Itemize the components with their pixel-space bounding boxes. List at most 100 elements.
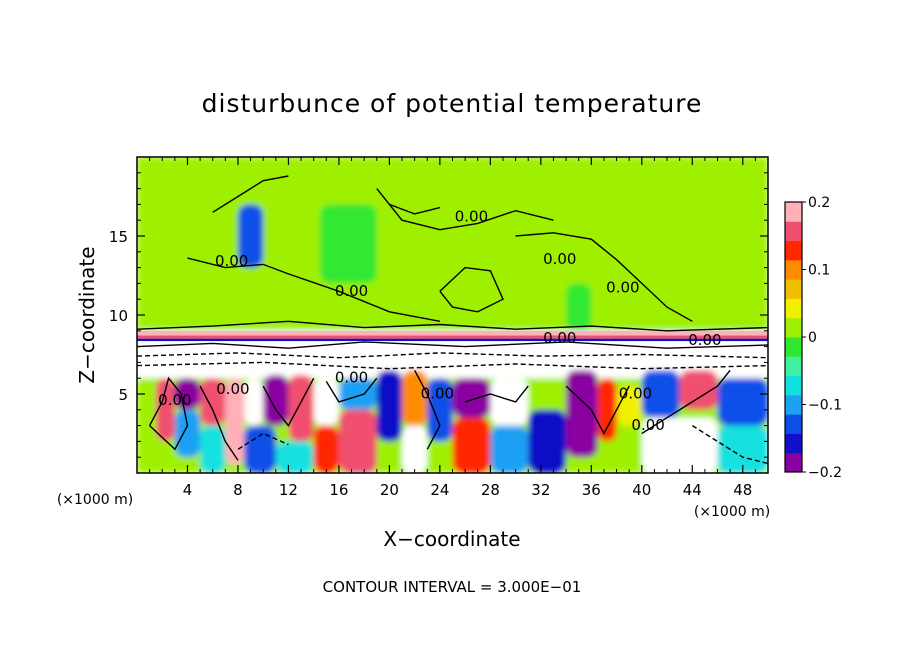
x-tick-label: 36 xyxy=(582,481,601,499)
heatmap-cell xyxy=(237,204,264,268)
contour-labels: 0.00 0.00 0.00 0.00 0.00 0.00 0.00 0.00 0.00 0.00… xyxy=(158,208,721,435)
heatmap-cell xyxy=(338,409,377,473)
x-unit-left: (×1000 m) xyxy=(57,492,133,508)
colorbar-swatch xyxy=(785,394,802,415)
heatmap-cell xyxy=(275,441,314,473)
y-tick-label: 10 xyxy=(109,307,128,325)
chart-title: disturbunce of potential temperature xyxy=(202,89,703,118)
contour-label: 0.00 xyxy=(216,380,249,398)
colorbar-tick-label: −0.1 xyxy=(808,398,842,414)
contour-line xyxy=(148,376,189,451)
x-tick-label: 12 xyxy=(279,481,298,499)
contour-line xyxy=(641,369,731,435)
plot-area: 0.00 0.00 0.00 0.00 0.00 0.00 0.00 0.00 0.00 0.00… xyxy=(137,157,768,473)
colorbar-swatch xyxy=(785,221,802,242)
heatmap-cell xyxy=(679,370,718,410)
contour-interval: CONTOUR INTERVAL = 3.000E−01 xyxy=(323,578,582,596)
x-tick-label: 28 xyxy=(481,481,500,499)
x-unit-right: (×1000 m) xyxy=(694,504,770,520)
heatmap-cell xyxy=(174,409,201,458)
contour-line xyxy=(137,341,768,349)
heatmap-cell xyxy=(528,378,567,410)
y-tick-label: 5 xyxy=(118,386,128,404)
heatmap-cell xyxy=(490,378,529,426)
colorbar-swatch xyxy=(785,433,802,454)
heatmap-cell xyxy=(402,425,428,473)
heatmap-cell xyxy=(313,378,339,426)
heatmap-cell xyxy=(597,378,617,442)
contour-line xyxy=(691,425,768,465)
colorbar-swatch xyxy=(785,452,802,473)
contour-line xyxy=(565,385,630,435)
contour-label: 0.00 xyxy=(335,282,368,300)
inversion-layer xyxy=(137,330,768,342)
heatmap-cell xyxy=(288,375,314,442)
colorbar-swatch xyxy=(785,337,802,357)
heatmap-cell xyxy=(616,386,642,426)
band-cell xyxy=(137,335,768,339)
heatmap-cell xyxy=(566,283,592,331)
heatmap-cell xyxy=(427,378,453,442)
colorbar-swatch xyxy=(785,356,802,377)
colorbar-tick-label: 0.1 xyxy=(808,263,830,279)
heatmap-cell xyxy=(717,378,768,426)
contour-line xyxy=(376,188,554,231)
contour-label: 0.00 xyxy=(335,369,368,387)
contour-label: 0.00 xyxy=(543,250,576,268)
heatmap-cell xyxy=(717,425,768,473)
colorbar-swatch xyxy=(785,298,802,319)
y-tick-label: 15 xyxy=(109,228,128,246)
contour-line xyxy=(439,266,504,313)
heatmap-cell xyxy=(225,378,245,466)
x-tick-label: 4 xyxy=(183,481,193,499)
colorbar-tick-label: −0.2 xyxy=(808,465,842,481)
contour-line xyxy=(389,203,441,215)
heatmap-cell xyxy=(137,157,768,331)
heatmap-cell xyxy=(200,425,226,473)
contour-label: 0.00 xyxy=(455,208,488,226)
heatmap-cell xyxy=(319,204,377,284)
heatmap-cell xyxy=(566,370,598,458)
band-cell xyxy=(137,338,768,342)
x-axis-label: X−coordinate xyxy=(383,527,520,551)
contour-line xyxy=(137,361,768,370)
x-tick-label: 20 xyxy=(380,481,399,499)
heatmap-cell xyxy=(137,394,156,418)
heatmap-cell xyxy=(200,378,226,426)
band-cell xyxy=(137,330,768,336)
contour-label: 0.00 xyxy=(606,279,639,297)
heatmap-cell xyxy=(263,375,289,426)
y-axis: 5 10 15 xyxy=(109,172,768,458)
x-tick-label: 8 xyxy=(233,481,243,499)
colorbar-swatch xyxy=(785,240,802,261)
heatmap-cell xyxy=(452,417,491,473)
contour-line xyxy=(199,385,239,461)
x-axis: 4 8 12 16 20 24 28 32 36 40 44 48 xyxy=(149,157,756,499)
y-axis-label: Z−coordinate xyxy=(75,246,99,383)
contour-line xyxy=(212,175,289,213)
contour-label: 0.00 xyxy=(688,331,721,349)
colorbar-swatch xyxy=(785,317,802,338)
contour-line xyxy=(413,369,441,450)
colorbar-swatch xyxy=(785,375,802,396)
colorbar-swatch xyxy=(785,279,802,299)
heatmap-cell xyxy=(155,378,175,442)
contour-label: 0.00 xyxy=(631,416,664,434)
contour-label: 0.00 xyxy=(215,252,248,270)
x-tick-label: 44 xyxy=(683,481,702,499)
heatmap-cell xyxy=(244,425,276,473)
contour-line xyxy=(515,232,693,322)
colorbar-swatch xyxy=(785,259,802,280)
contour-line xyxy=(464,385,529,403)
contour-line xyxy=(325,377,378,403)
heatmap-cell xyxy=(402,370,428,426)
x-tick-label: 24 xyxy=(430,481,449,499)
contour-line xyxy=(137,320,768,332)
heatmap-cell xyxy=(244,378,264,426)
x-tick-label: 32 xyxy=(531,481,550,499)
heatmap-cell xyxy=(338,378,377,410)
heatmap-cell xyxy=(174,378,201,410)
contour-lines xyxy=(137,175,768,465)
contour-label: 0.00 xyxy=(543,329,576,347)
